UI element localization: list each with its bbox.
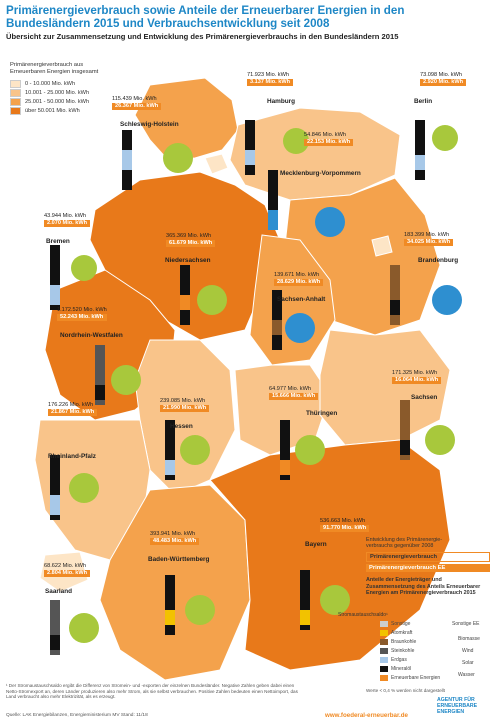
footnote: ¹ Der Stromaustauschsaldo ergibt die Dif… [6,683,298,700]
legend-label: 25.001 - 50.000 Mio. kWh [25,98,90,105]
agency-logo-text: AGENTUR FÜR ERNEUERBARE ENERGIEN [437,697,478,715]
state-label-baden-wuerttemberg: Baden-Württemberg [148,556,210,563]
state-label-sachsen: Sachsen [411,394,438,401]
legend-swatch [10,106,21,115]
page-title: Primärenergieverbrauch sowie Anteile der… [6,4,405,17]
state-shape-schleswig-holstein [134,77,239,161]
carrier-right: Wind [462,648,474,654]
pie-hessen [180,435,210,465]
legend-swatch [10,88,21,97]
carrier-legend-title: Stromaustauschsaldo¹ [338,612,388,618]
state-values-hessen: 239.085 Mio. kWh 21.990 Mio. kWh [160,398,210,412]
legend-label: über 50.001 Mio. kWh [25,107,80,114]
carrier-left: Mineralöl [391,666,412,672]
carrier-left: Erneuerbare Energien [391,675,441,681]
pie-sachsen [425,425,455,455]
change-legend-desc: Anteile der Energieträger und Zusammense… [366,577,481,596]
state-label-bayern: Bayern [305,541,327,548]
carrier-left: Braunkohle [391,639,417,645]
legend-label: 10.001 - 25.000 Mio. kWh [25,89,90,96]
stacked-bars [50,120,425,655]
pie-thueringen [295,435,325,465]
carrier-left: Sonstige [391,621,411,627]
state-label-saarland: Saarland [45,588,72,595]
state-label-hamburg: Hamburg [267,98,296,105]
state-values-bremen: 43.944 Mio. kWh 2.070 Mio. kWh [44,213,91,227]
state-label-brandenburg: Brandenburg [418,257,459,264]
state-values-sachsen: 171.325 Mio. kWh 16.064 Mio. kWh [392,370,442,384]
state-label-berlin: Berlin [414,98,433,105]
pie-nordrhein-westfalen [111,365,141,395]
carrier-right: Wasser [458,672,475,678]
state-values-schleswig-holstein: 115.439 Mio. kWh 26.367 Mio. kWh [112,96,162,110]
state-values-niedersachsen: 365.369 Mio. kWh 61.679 Mio. kWh [166,233,216,247]
pie-schleswig-holstein [163,143,193,173]
pie-charts [69,125,462,643]
pie-sachsen-anhalt [285,313,315,343]
carrier-legend: Stromaustauschsaldo¹ Sonstige Atomkraft … [338,612,490,686]
pie-saarland [69,613,99,643]
carrier-left: Erdgas [391,657,407,663]
state-label-rheinland-pfalz: Rheinland-Pfalz [48,453,96,460]
state-values-sachsen-anhalt: 139.671 Mio. kWh 28.629 Mio. kWh [274,272,324,286]
change-legend-total: Primärenergieverbrauch [366,552,490,562]
pie-brandenburg [432,285,462,315]
legend-class: über 50.001 Mio. kWh [10,106,145,115]
pie-niedersachsen [197,285,227,315]
pie-baden-wuerttemberg [185,595,215,625]
legend-swatch [10,79,21,88]
state-shape-sachsen [319,329,451,446]
state-values-hamburg: 71.923 Mio. kWh 3.137 Mio. kWh [247,72,294,86]
pie-mecklenburg-vorpommern [315,207,345,237]
website-link[interactable]: www.foederal-erneuerbar.de [325,712,408,719]
carrier-right: Biomasse [458,636,480,642]
header: Primärenergieverbrauch sowie Anteile der… [6,4,490,41]
state-label-niedersachsen: Niedersachsen [165,257,211,264]
state-label-sachsen-anhalt: Sachsen-Anhalt [277,296,326,303]
pie-bremen [71,255,97,281]
carrier-right: Sonstige EE [452,621,480,627]
page-title-line2: Bundesländern 2015 und Verbrauchsentwick… [6,17,330,30]
state-label-hessen: Hessen [170,423,193,430]
change-legend-heading: Entwicklung des Primärenergie- verbrauch… [366,537,443,549]
page-subtitle: Übersicht zur Zusammensetzung und Entwic… [6,32,399,41]
state-label-thueringen: Thüringen [306,410,338,417]
legend-class: 10.001 - 25.000 Mio. kWh [10,88,145,97]
state-label-nordrhein-westfalen: Nordrhein-Westfalen [60,332,123,339]
rounding-note: Werte < 0,4 % werden nicht dargestellt [366,688,445,693]
pie-berlin [432,125,458,151]
state-values-rheinland-pfalz: 176.226 Mio. kWh 21.867 Mio. kWh [48,402,98,416]
legend-heading-2: Erneuerbaren Energien insgesamt [10,69,99,75]
state-values-baden-wuerttemberg: 393.941 Mio. kWh 48.483 Mio. kWh [150,531,200,545]
pie-hamburg [283,128,309,154]
change-legend: Entwicklung des Primärenergie- verbrauch… [366,537,490,597]
state-label-schleswig-holstein: Schleswig-Holstein [120,121,179,128]
carrier-left: Atomkraft [391,630,413,636]
state-values-bayern: 536.663 Mio. kWh 91.770 Mio. kWh [320,518,370,532]
carrier-right: Solar [462,660,474,666]
legend-heading-1: Primärenergieverbrauch aus [10,62,84,68]
map-legend: Primärenergieverbrauch aus Erneuerbaren … [10,62,145,115]
state-shape-bayern [209,439,451,671]
state-values-nordrhein-westfalen: 1.172.520 Mio. kWh 52.243 Mio. kWh [57,307,107,321]
state-values-brandenburg: 183.399 Mio. kWh 34.025 Mio. kWh [404,232,454,246]
legend-class: 0 - 10.000 Mio. kWh [10,79,145,88]
state-values-saarland: 68.622 Mio. kWh 2.804 Mio. kWh [44,563,91,577]
legend-class: 25.001 - 50.000 Mio. kWh [10,97,145,106]
pie-rheinland-pfalz [69,473,99,503]
legend-swatch [10,97,21,106]
legend-label: 0 - 10.000 Mio. kWh [25,80,76,87]
state-label-bremen: Bremen [46,238,70,245]
state-values-thueringen: 64.977 Mio. kWh 15.666 Mio. kWh [269,386,319,400]
state-label-mecklenburg-vorpommern: Mecklenburg-Vorpommern [280,170,361,177]
state-values-berlin: 73.098 Mio. kWh 2.920 Mio. kWh [420,72,467,86]
state-shape-hamburg [204,153,229,175]
source-note: Quelle: LAK Energiebilanzen, Energiemini… [6,713,148,718]
change-legend-ee: Primärenergieverbrauch EE [366,564,490,572]
pie-bayern [320,585,350,615]
state-shape-berlin [371,235,393,257]
carrier-left: Steinkohle [391,648,415,654]
state-values-mecklenburg-vorpommern: 54.846 Mio. kWh 22.153 Mio. kWh [304,132,354,146]
